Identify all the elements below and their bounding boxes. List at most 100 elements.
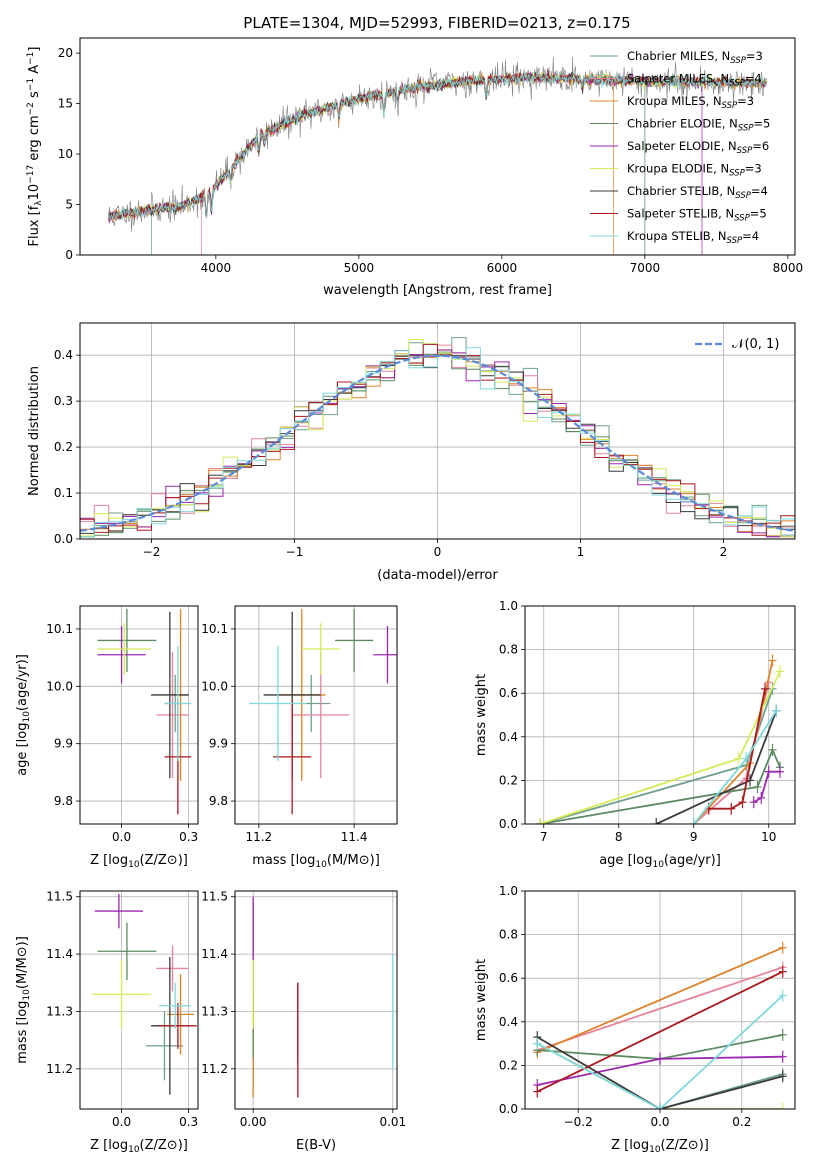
x-axis-label: E(B-V) xyxy=(296,1138,336,1153)
legend-label-5: Kroupa ELODIE, NSSP=3 xyxy=(627,162,762,179)
plot-area xyxy=(235,606,397,824)
tick-label-y: 20 xyxy=(58,46,73,60)
tick-label-y: 9.8 xyxy=(54,794,73,808)
weight-line-1 xyxy=(537,966,783,1051)
tick-label-x: 0.2 xyxy=(732,1115,751,1129)
axes-frame xyxy=(524,605,796,825)
tick-label-y: 10.1 xyxy=(46,622,73,636)
tick-label-x: 11.2 xyxy=(245,830,272,844)
tick-label-y: 0.3 xyxy=(54,394,73,408)
tick-label-y: 9.8 xyxy=(209,794,228,808)
weight-line-8 xyxy=(536,994,784,1109)
tick-label-y: 10 xyxy=(58,147,73,161)
plot-area xyxy=(80,323,795,539)
tick-label-x: 11.4 xyxy=(341,830,368,844)
tick-label-x: 5000 xyxy=(344,261,375,275)
tick-label-y: 0.0 xyxy=(499,817,518,831)
tick-label-y: 0.8 xyxy=(499,643,518,657)
tick-label-y: 11.3 xyxy=(46,1004,73,1018)
tick-label-y: 11.5 xyxy=(46,890,73,904)
legend-label-normal: 𝒩(0, 1) xyxy=(732,337,779,352)
plot-area xyxy=(80,606,198,824)
legend-label-3: Chabrier ELODIE, NSSP=5 xyxy=(627,117,770,134)
axes-frame xyxy=(79,890,199,1110)
tick-label-x: 8000 xyxy=(773,261,804,275)
tick-label-x: 8 xyxy=(615,830,623,844)
tick-label-y: 0.4 xyxy=(499,730,518,744)
x-axis-label: wavelength [Angstrom, rest frame] xyxy=(323,283,552,298)
tick-label-x: 10 xyxy=(761,830,776,844)
y-axis-label: mass [log10(M/M⊙)] xyxy=(15,936,32,1064)
weight-line-7 xyxy=(536,970,784,1093)
legend-label-7: Salpeter STELIB, NSSP=5 xyxy=(627,207,767,224)
y-axis-label: mass weight xyxy=(474,674,489,756)
panel-spectrum: 4000 5000 6000 7000 8000 0 5 10 15 20 wavelength [… xyxy=(26,37,804,298)
tick-label-x: 0.0 xyxy=(650,1115,669,1129)
panel-massweight-vs-age: 7 8 9 10 0.0 0.2 0.4 0.6 0.8 1.0 age [log10(age/yr… xyxy=(474,599,796,870)
tick-label-y: 0.8 xyxy=(499,928,518,942)
tick-label-x: 0.0 xyxy=(112,1115,131,1129)
tick-label-x: 9 xyxy=(690,830,698,844)
figure-title: PLATE=1304, MJD=52993, FIBERID=0213, z=0… xyxy=(243,14,630,32)
panel-residuals: −2 −1 0 1 2 0.0 0.1 0.2 0.3 0.4 𝒩(0, 1) (data-model… xyxy=(27,322,796,583)
tick-label-y: 11.4 xyxy=(46,947,73,961)
axes-frame xyxy=(79,37,796,256)
tick-label-y: 0.2 xyxy=(499,773,518,787)
legend-label-1: Salpeter MILES, NSSP=4 xyxy=(627,72,762,89)
panel-mass-vs-Z: 0.0 0.3 11.2 11.3 11.4 11.5 Z [log10(Z/Z⊙)] mas… xyxy=(15,890,199,1155)
tick-label-x: 0.0 xyxy=(112,830,131,844)
legend-label-8: Kroupa STELIB, NSSP=4 xyxy=(627,229,759,246)
tick-label-y: 15 xyxy=(58,97,73,111)
x-axis-label: Z [log10(Z/Z⊙)] xyxy=(90,853,188,870)
y-axis-label: age [log10(age/yr)] xyxy=(15,654,32,776)
tick-label-x: 2 xyxy=(720,545,728,559)
axes-frame xyxy=(234,605,398,825)
axes-frame xyxy=(79,605,199,825)
tick-label-x: 4000 xyxy=(201,261,232,275)
tick-label-y: 0 xyxy=(65,248,73,262)
histogram-8 xyxy=(80,347,795,539)
legend-label-6: Chabrier STELIB, NSSP=4 xyxy=(627,184,768,201)
weight-line-5 xyxy=(539,671,781,824)
x-axis-label: age [log10(age/yr)] xyxy=(599,853,721,870)
tick-label-y: 0.2 xyxy=(499,1058,518,1072)
tick-label-x: −0.2 xyxy=(564,1115,593,1129)
legend-label-4: Salpeter ELODIE, NSSP=6 xyxy=(627,139,769,156)
tick-label-y: 11.2 xyxy=(201,1062,228,1076)
tick-label-x: 1 xyxy=(577,545,585,559)
axes-frame xyxy=(524,890,796,1110)
legend-label-0: Chabrier MILES, NSSP=3 xyxy=(627,49,763,66)
tick-label-x: 0.00 xyxy=(240,1115,267,1129)
panel-mass-vs-ebv: 0.00 0.01 11.2 11.3 11.4 11.5 E(B-V) xyxy=(201,890,406,1153)
tick-label-y: 11.2 xyxy=(46,1062,73,1076)
weight-line-4 xyxy=(753,770,780,803)
y-axis-label: Flux [fλ10−17 erg cm−2 s−1 A−1] xyxy=(26,47,44,247)
plot-area xyxy=(80,891,198,1109)
x-axis-label: Z [log10(Z/Z⊙)] xyxy=(611,1138,709,1155)
tick-label-y: 0.4 xyxy=(54,348,73,362)
x-axis-label: (data-model)/error xyxy=(377,568,498,583)
panel-age-vs-Z: 0.0 0.3 9.8 9.9 10.0 10.1 Z [log10(Z/Z⊙)] age [… xyxy=(15,605,199,870)
legend-label-2: Kroupa MILES, NSSP=3 xyxy=(627,94,754,111)
tick-label-y: 0.2 xyxy=(54,440,73,454)
tick-label-x: 6000 xyxy=(487,261,518,275)
tick-label-x: 7 xyxy=(540,830,548,844)
panel-massweight-vs-Z: −0.2 0.0 0.2 0.0 0.2 0.4 0.6 0.8 1.0 Z [log10(Z/Z… xyxy=(474,884,796,1155)
weight-line-2 xyxy=(536,946,784,1054)
tick-label-x: 0.3 xyxy=(179,1115,198,1129)
tick-label-x: −2 xyxy=(143,545,161,559)
weight-line-3 xyxy=(539,747,781,824)
tick-label-y: 1.0 xyxy=(499,599,518,613)
tick-label-x: 0 xyxy=(434,545,442,559)
tick-label-y: 10.0 xyxy=(201,679,228,693)
plot-area xyxy=(108,56,767,255)
axes-frame xyxy=(234,890,398,1110)
weight-line-6 xyxy=(536,1036,783,1109)
tick-label-y: 10.1 xyxy=(201,622,228,636)
panel-age-vs-mass: 11.2 11.4 9.8 9.9 10.0 10.1 mass [log10(M/M⊙)] xyxy=(201,605,398,870)
model-spectrum-8 xyxy=(108,71,767,221)
x-axis-label: Z [log10(Z/Z⊙)] xyxy=(90,1138,188,1155)
tick-label-y: 1.0 xyxy=(499,884,518,898)
tick-label-y: 0.0 xyxy=(499,1102,518,1116)
tick-label-y: 0.6 xyxy=(499,686,518,700)
